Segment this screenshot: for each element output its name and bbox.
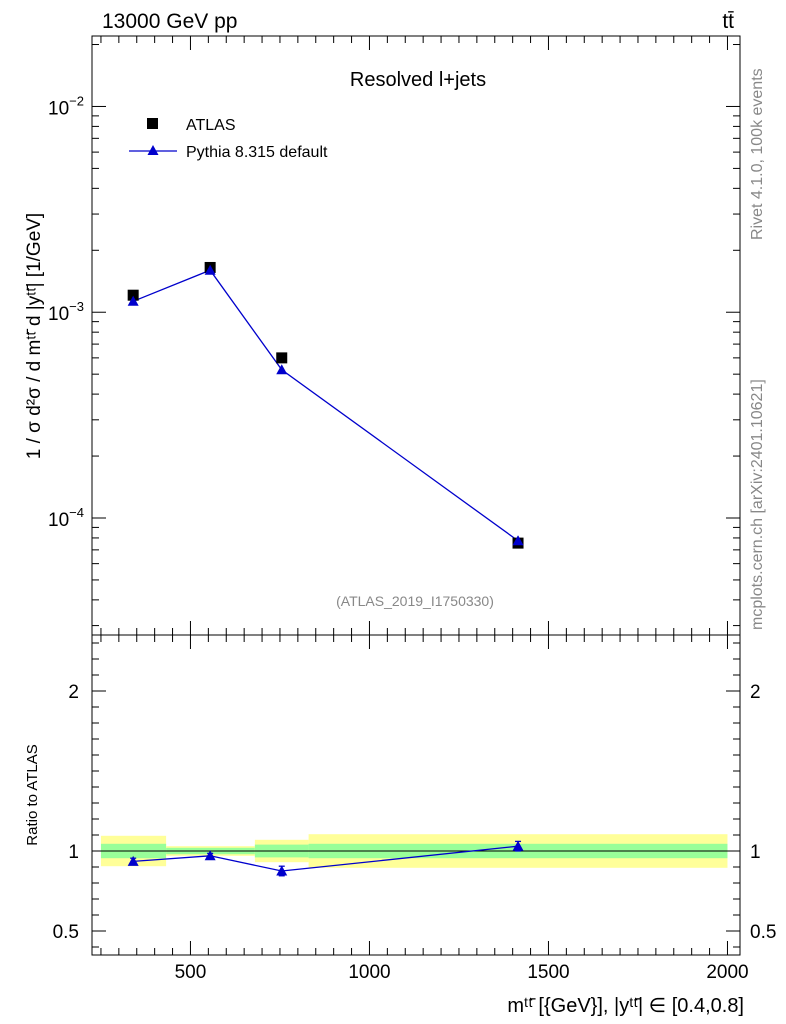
pythia-data-point <box>276 364 288 375</box>
main-axis-ticks <box>92 36 740 635</box>
ratio-y-tick-label-right: 1 <box>750 842 761 863</box>
ratio-data-point <box>204 850 216 861</box>
process-label: tt̄ <box>722 10 734 33</box>
x-tick-label: 500 <box>175 962 207 983</box>
legend-marker-pythia <box>147 145 159 155</box>
ratio-y-axis-label: Ratio to ATLAS <box>24 744 41 845</box>
ratio-plot-frame <box>91 634 741 956</box>
source-label: mcplots.cern.ch [arXiv:2401.10621] <box>749 379 766 630</box>
ratio-line <box>133 845 519 872</box>
ratio-data-point <box>127 855 139 866</box>
legend-label-atlas: ATLAS <box>186 117 236 134</box>
main-y-tick-label: 10−2 <box>48 93 84 119</box>
main-y-axis-label: 1 / σ d²σ / d mᵗᵗ̄ d |yᵗᵗ̄| [1/GeV] <box>24 213 45 459</box>
plot-title: Resolved l+jets <box>350 69 486 91</box>
ratio-y-tick-label-left: 2 <box>68 682 79 703</box>
rivet-version-label: Rivet 4.1.0, 100k events <box>749 68 766 240</box>
ratio-data-point <box>512 840 524 851</box>
legend-label-pythia: Pythia 8.315 default <box>186 144 328 161</box>
pythia-data-point <box>204 264 216 275</box>
main-y-tick-labels: 10−4 10−3 10−2 <box>48 93 84 531</box>
analysis-id: (ATLAS_2019_I1750330) <box>336 593 494 609</box>
pythia-data-point <box>127 295 139 306</box>
main-y-tick-label: 10−4 <box>48 505 84 531</box>
main-y-tick-label: 10−3 <box>48 299 84 325</box>
ratio-data-point <box>276 865 288 876</box>
atlas-data-point <box>127 289 139 301</box>
x-tick-label: 1500 <box>527 962 569 983</box>
x-tick-label: 1000 <box>348 962 390 983</box>
ratio-y-tick-label-right: 0.5 <box>750 922 776 943</box>
ratio-y-tick-label-left: 0.5 <box>53 922 79 943</box>
atlas-data-point <box>276 352 288 364</box>
main-plot-panel: 10−4 10−3 10−2 Resolved l+jets (ATLAS_2019… <box>24 35 741 636</box>
main-plot-content <box>127 261 524 549</box>
ratio-plot-panel: 0.5 0.5 1 1 2 2 500 1000 1500 2000 Ratio to ATLA… <box>24 634 777 1017</box>
pythia-data-point <box>512 535 524 546</box>
ratio-plot-content <box>127 840 524 877</box>
ratio-y-tick-label-left: 1 <box>68 842 79 863</box>
ratio-y-tick-label-right: 2 <box>750 682 761 703</box>
ratio-y-tick-labels: 0.5 0.5 1 1 2 2 <box>53 682 777 943</box>
x-axis-label: mᵗᵗ̄ [{GeV}], |yᵗᵗ̄| ∈ [0.4,0.8] <box>507 995 744 1017</box>
x-tick-labels: 500 1000 1500 2000 <box>175 962 749 983</box>
pythia-line <box>132 269 519 542</box>
legend: ATLAS Pythia 8.315 default <box>129 117 328 161</box>
ratio-uncertainty-bands <box>92 834 740 868</box>
ratio-axis-ticks <box>92 635 740 955</box>
x-tick-label: 2000 <box>706 962 748 983</box>
energy-label: 13000 GeV pp <box>102 10 237 33</box>
legend-marker-atlas <box>147 118 158 129</box>
